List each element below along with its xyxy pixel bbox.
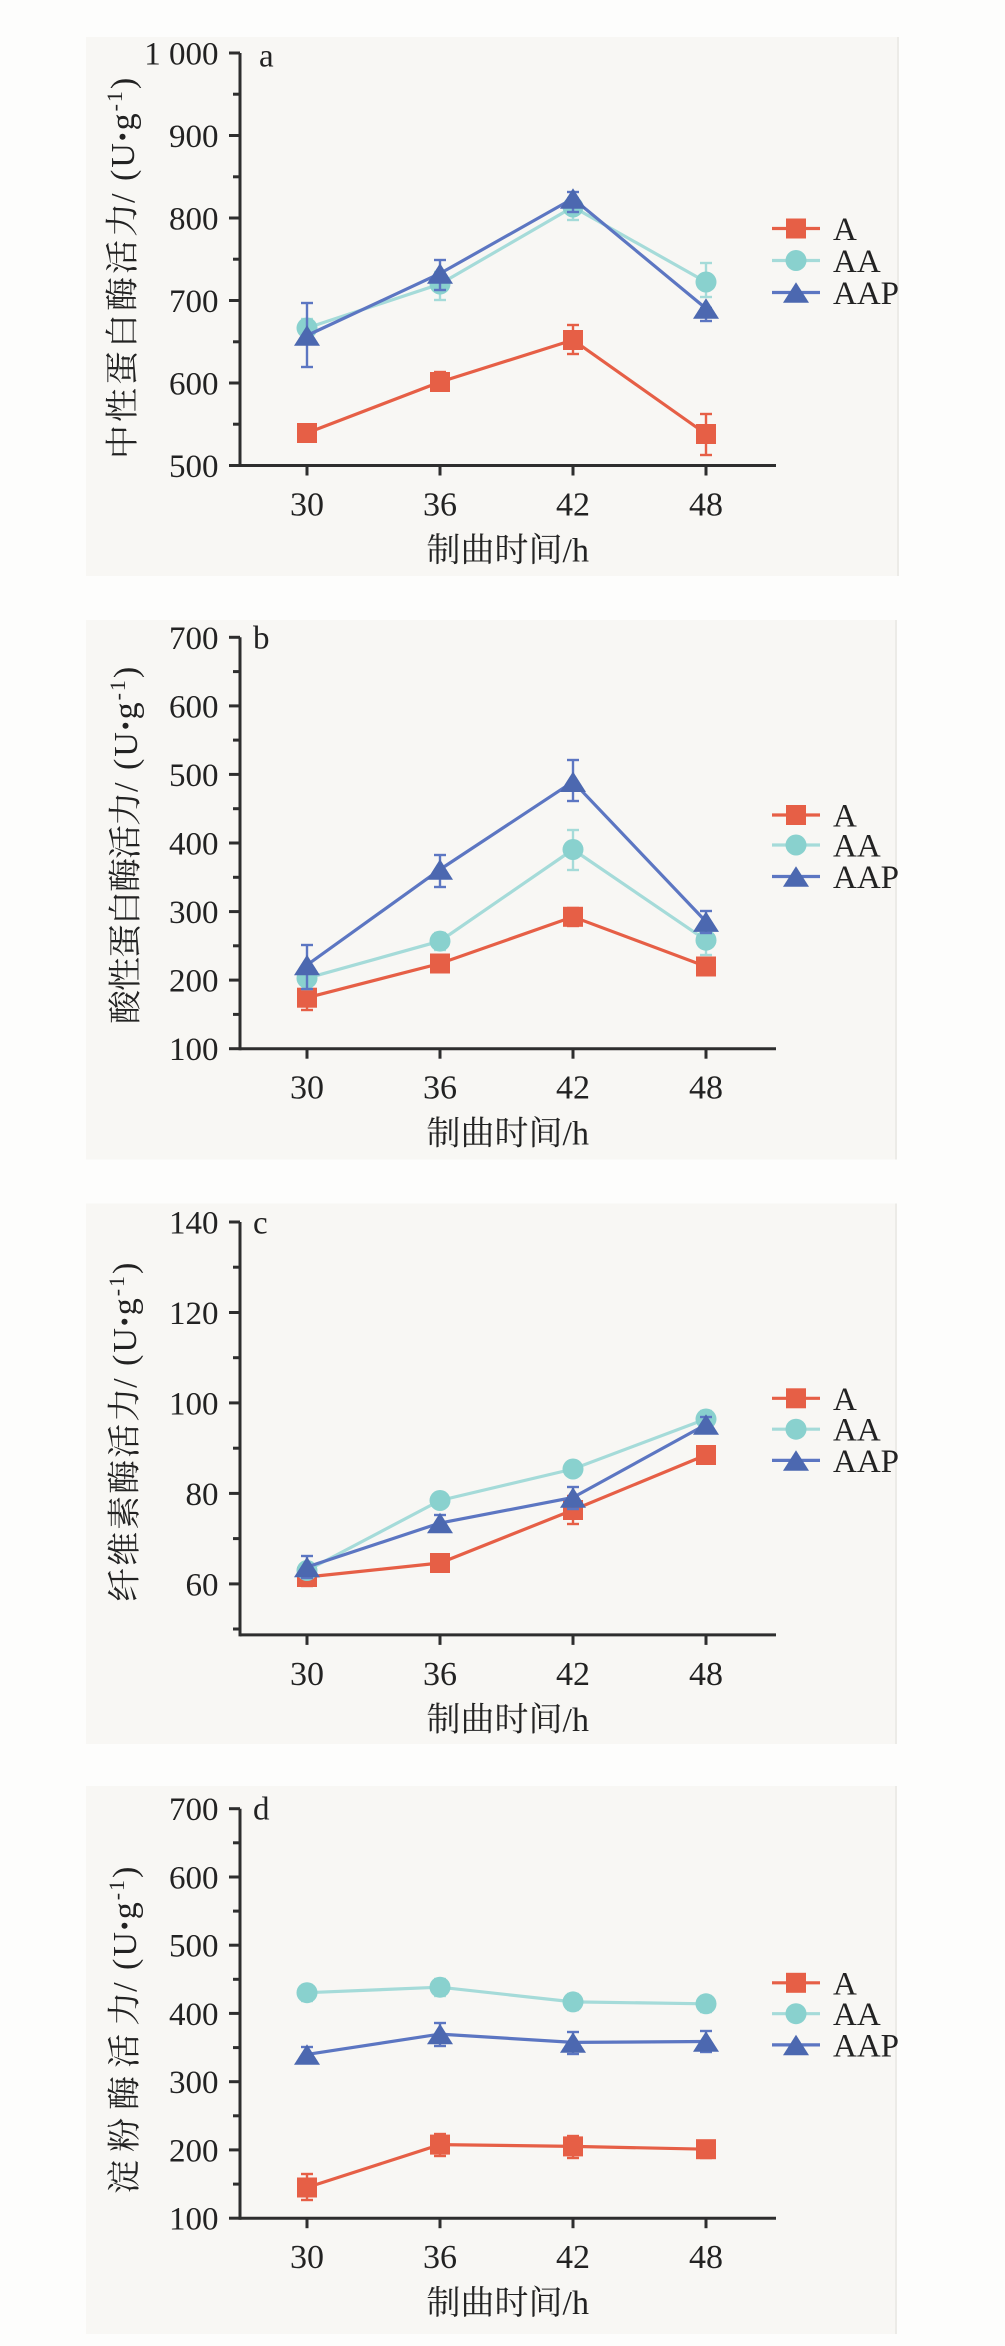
svg-text:700: 700: [169, 284, 219, 320]
svg-text:500: 500: [169, 1929, 219, 1965]
svg-text:600: 600: [169, 1861, 219, 1897]
svg-text:600: 600: [169, 367, 219, 403]
svg-text:42: 42: [556, 1656, 590, 1693]
svg-text:300: 300: [169, 2065, 219, 2101]
svg-text:500: 500: [169, 758, 219, 794]
svg-text:AA: AA: [833, 829, 881, 865]
svg-text:700: 700: [169, 1792, 219, 1828]
svg-text:30: 30: [290, 487, 324, 524]
svg-text:A: A: [833, 1382, 857, 1418]
svg-text:48: 48: [689, 2239, 723, 2276]
svg-text:42: 42: [556, 2239, 590, 2276]
svg-text:d: d: [253, 1792, 270, 1828]
svg-text:800: 800: [169, 202, 219, 238]
svg-text:36: 36: [423, 487, 457, 524]
svg-text:30: 30: [290, 2239, 324, 2276]
svg-text:100: 100: [169, 2202, 219, 2238]
svg-text:A: A: [833, 799, 857, 835]
svg-text:200: 200: [169, 2133, 219, 2169]
svg-text:AA: AA: [833, 1997, 881, 2033]
svg-text:42: 42: [556, 487, 590, 524]
svg-text:400: 400: [169, 1997, 219, 2033]
svg-text:AAP: AAP: [833, 1444, 899, 1480]
svg-text:900: 900: [169, 119, 219, 155]
svg-text:48: 48: [689, 487, 723, 524]
svg-text:AAP: AAP: [833, 276, 899, 312]
svg-text:AAP: AAP: [833, 860, 899, 896]
svg-text:48: 48: [689, 1070, 723, 1107]
svg-text:100: 100: [169, 1032, 219, 1068]
svg-text:A: A: [833, 212, 857, 248]
svg-text:AA: AA: [833, 244, 881, 280]
svg-text:AAP: AAP: [833, 2028, 899, 2064]
svg-text:/h: /h: [563, 2285, 589, 2322]
svg-text:/h: /h: [563, 1702, 589, 1739]
svg-text:200: 200: [169, 964, 219, 1000]
svg-text:36: 36: [423, 1070, 457, 1107]
svg-text:600: 600: [169, 689, 219, 725]
svg-text:a: a: [259, 39, 274, 75]
svg-text:120: 120: [169, 1296, 219, 1332]
svg-text:80: 80: [186, 1477, 219, 1513]
svg-text:b: b: [253, 621, 270, 657]
svg-text:48: 48: [689, 1656, 723, 1693]
svg-text:60: 60: [186, 1567, 219, 1603]
svg-text:A: A: [833, 1966, 857, 2002]
svg-text:AA: AA: [833, 1413, 881, 1449]
svg-text:/h: /h: [563, 1116, 589, 1153]
svg-text:100: 100: [169, 1386, 219, 1422]
svg-text:300: 300: [169, 895, 219, 931]
svg-text:c: c: [253, 1206, 268, 1242]
svg-text:1 000: 1 000: [144, 37, 218, 73]
svg-text:36: 36: [423, 1656, 457, 1693]
svg-text:/h: /h: [563, 533, 589, 570]
svg-text:36: 36: [423, 2239, 457, 2276]
svg-text:140: 140: [169, 1206, 219, 1242]
svg-text:42: 42: [556, 1070, 590, 1107]
svg-text:30: 30: [290, 1070, 324, 1107]
svg-text:500: 500: [169, 449, 219, 485]
svg-text:30: 30: [290, 1656, 324, 1693]
svg-text:700: 700: [169, 621, 219, 657]
svg-text:400: 400: [169, 827, 219, 863]
